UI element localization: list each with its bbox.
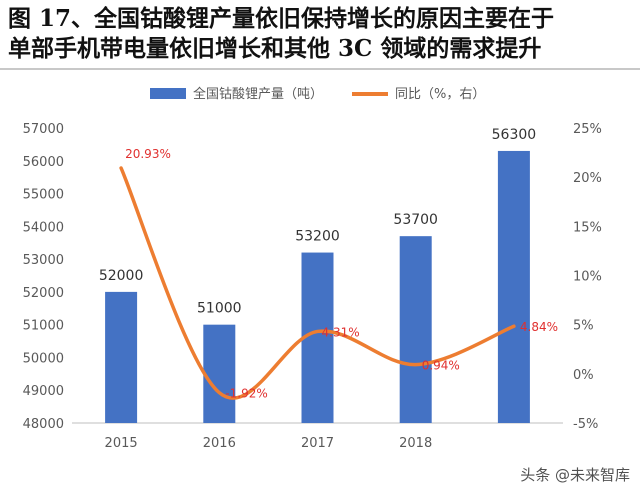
watermark: 头条 @未来智库 (520, 466, 630, 484)
y-right-tick-label: 5% (573, 319, 594, 334)
bar-value-label: 53200 (295, 229, 340, 245)
y-left-tick-label: 50000 (23, 351, 64, 366)
x-tick-label: 2015 (105, 436, 138, 451)
y-left-tick-label: 52000 (23, 286, 64, 301)
line-value-label: 20.93% (125, 147, 171, 161)
y-right-tick-label: 25% (573, 122, 602, 137)
y-left-tick-label: 51000 (23, 319, 64, 334)
bar-2015 (105, 291, 138, 423)
bar-2018 (399, 236, 432, 423)
legend-bar-swatch (150, 88, 186, 99)
chart: 全国钴酸锂产量（吨） 同比（%，右） 48000 49000 50000 51000 520… (23, 86, 602, 451)
y-left-tick-label: 53000 (23, 253, 64, 268)
y-right-tick-label: -5% (573, 417, 598, 432)
x-tick-label: 2018 (399, 436, 432, 451)
yoy-line (119, 166, 516, 400)
y-right-tick-label: 10% (573, 270, 602, 285)
line-value-label: 4.31% (322, 325, 360, 339)
bar-value-label: 51000 (197, 301, 242, 317)
bar-2019 (497, 150, 530, 423)
x-tick-label: 2016 (203, 436, 236, 451)
title-line-1: 图 17、全国钴酸锂产量依旧保持增长的原因主要在于 (8, 5, 555, 32)
bar-2017 (301, 252, 334, 423)
bar-2016 (203, 324, 236, 423)
y-left-tick-label: 57000 (23, 122, 64, 137)
y-left-tick-label: 56000 (23, 155, 64, 170)
figure-title: 图 17、全国钴酸锂产量依旧保持增长的原因主要在于 单部手机带电量依旧增长和其他… (8, 4, 636, 64)
line-value-label: 4.84% (520, 320, 558, 334)
y-left-tick-label: 54000 (23, 220, 64, 235)
y-right-tick-label: 0% (573, 368, 594, 383)
title-divider (0, 68, 640, 70)
y-right-tick-label: 15% (573, 220, 602, 235)
y-left-tick-label: 55000 (23, 188, 64, 203)
legend-line-label: 同比（%，右） (395, 87, 485, 102)
bar-value-label: 52000 (99, 268, 144, 284)
bar-value-label: 53700 (393, 212, 438, 228)
title-line-2: 单部手机带电量依旧增长和其他 3C 领域的需求提升 (8, 35, 542, 62)
bar-value-label: 56300 (492, 127, 537, 143)
y-left-tick-label: 49000 (23, 384, 64, 399)
x-tick-label: 2017 (301, 436, 334, 451)
y-left-tick-label: 48000 (23, 417, 64, 432)
line-value-label: -1.92% (225, 387, 267, 401)
y-right-tick-label: 20% (573, 171, 602, 186)
legend-bar-label: 全国钴酸锂产量（吨） (193, 86, 323, 102)
line-value-label: 0.94% (422, 359, 460, 373)
